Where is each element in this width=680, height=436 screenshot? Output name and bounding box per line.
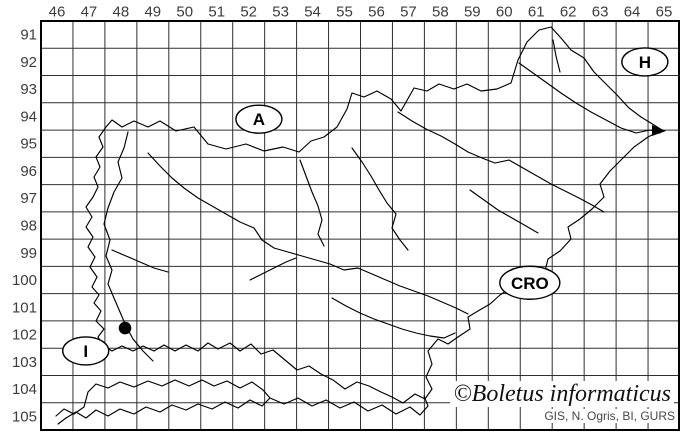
column-label: 64 bbox=[624, 4, 641, 21]
country-code: A bbox=[253, 110, 265, 129]
istria-coast-path bbox=[55, 379, 271, 425]
row-label: 91 bbox=[20, 27, 37, 44]
river-mura-path bbox=[518, 62, 661, 134]
row-label: 101 bbox=[12, 299, 37, 316]
country-labels: A H CRO I bbox=[62, 47, 669, 366]
river-lines bbox=[103, 39, 666, 362]
column-label: 48 bbox=[113, 4, 130, 21]
column-label: 58 bbox=[432, 4, 449, 21]
kolpa-border-path bbox=[269, 395, 429, 416]
country-label-italy: I bbox=[62, 336, 110, 366]
column-label: 63 bbox=[592, 4, 609, 21]
row-label: 98 bbox=[20, 218, 37, 235]
country-ellipse bbox=[62, 336, 110, 366]
row-label: 105 bbox=[12, 408, 37, 425]
column-label: 56 bbox=[368, 4, 385, 21]
column-label: 50 bbox=[176, 4, 193, 21]
row-label: 97 bbox=[20, 190, 37, 207]
country-ellipse bbox=[235, 104, 283, 134]
occurrence-dots bbox=[118, 321, 132, 335]
column-label: 52 bbox=[240, 4, 257, 21]
river-mouth-arrow bbox=[652, 125, 666, 136]
row-label: 104 bbox=[12, 381, 37, 398]
map-geography bbox=[55, 26, 666, 425]
country-ellipse bbox=[621, 47, 669, 77]
river-idrijca-path bbox=[111, 249, 169, 273]
column-label: 62 bbox=[560, 4, 577, 21]
river-ljubljanica-path bbox=[249, 257, 297, 281]
row-label: 92 bbox=[20, 54, 37, 71]
country-code: CRO bbox=[511, 274, 549, 293]
country-label-austria: A bbox=[235, 104, 283, 134]
row-label: 94 bbox=[20, 108, 37, 125]
river-krka-path bbox=[331, 297, 456, 339]
row-labels: 91 92 93 94 95 96 97 98 99 100 101 102 103 104 105 bbox=[12, 27, 37, 426]
column-label: 53 bbox=[272, 4, 289, 21]
river-savinja-path bbox=[351, 147, 409, 251]
river-dravinja-path bbox=[469, 189, 539, 234]
watermark-text: ©Boletus informaticus bbox=[450, 381, 674, 407]
column-label: 61 bbox=[528, 4, 545, 21]
grid-frame bbox=[40, 20, 680, 431]
grid-lines bbox=[40, 20, 680, 431]
row-label: 103 bbox=[12, 354, 37, 371]
row-label: 93 bbox=[20, 81, 37, 98]
country-code: H bbox=[639, 53, 651, 72]
row-label: 95 bbox=[20, 136, 37, 153]
column-label: 59 bbox=[464, 4, 481, 21]
column-label: 46 bbox=[49, 4, 66, 21]
column-labels: 46 47 48 49 50 51 52 53 54 55 56 57 58 59 60 61 62 63 64 65 bbox=[49, 4, 673, 21]
river-goricko-path bbox=[552, 39, 561, 73]
column-label: 49 bbox=[144, 4, 161, 21]
country-label-hungary: H bbox=[621, 47, 669, 77]
credits-text: GIS, N. Ogris, BI, GURS bbox=[542, 409, 677, 423]
slovenia-border-path bbox=[85, 26, 663, 404]
column-label: 47 bbox=[81, 4, 98, 21]
row-label: 96 bbox=[20, 163, 37, 180]
row-label: 99 bbox=[20, 245, 37, 262]
occurrence-dot bbox=[118, 321, 132, 335]
row-label: 100 bbox=[12, 272, 37, 289]
column-label: 54 bbox=[304, 4, 321, 21]
river-kamniska-path bbox=[299, 159, 325, 247]
column-label: 55 bbox=[336, 4, 353, 21]
row-label: 102 bbox=[12, 327, 37, 344]
column-label: 51 bbox=[208, 4, 225, 21]
column-label: 65 bbox=[656, 4, 673, 21]
river-sava-path bbox=[147, 152, 469, 315]
column-label: 57 bbox=[400, 4, 417, 21]
column-label: 60 bbox=[496, 4, 513, 21]
country-code: I bbox=[83, 342, 88, 361]
country-label-croatia: CRO bbox=[499, 265, 561, 300]
country-ellipse bbox=[499, 265, 561, 300]
river-drava-path bbox=[397, 111, 605, 213]
